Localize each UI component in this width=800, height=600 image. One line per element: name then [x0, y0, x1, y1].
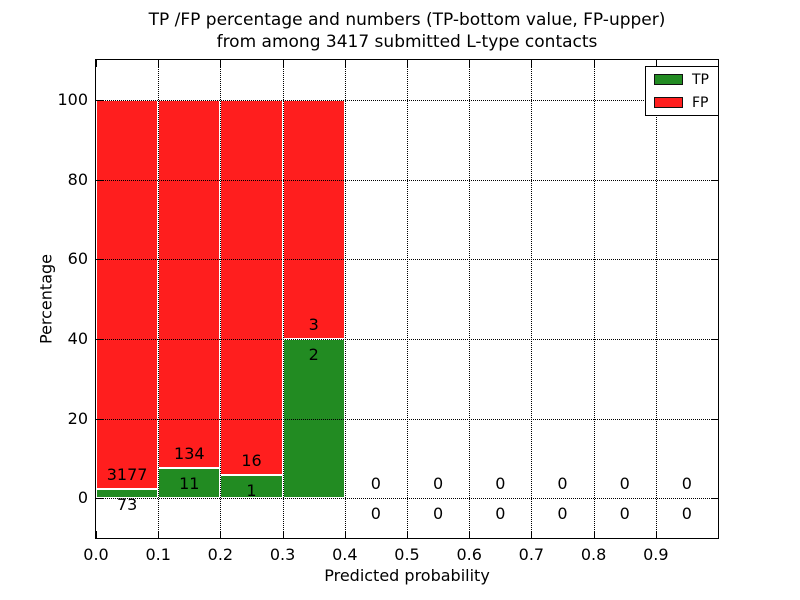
x-tick-mark — [96, 60, 97, 67]
gridline-vertical — [531, 60, 533, 538]
bar-tp-segment — [158, 467, 221, 499]
y-tick-mark — [96, 498, 103, 500]
chart-title-line1: TP /FP percentage and numbers (TP-bottom… — [148, 10, 666, 30]
x-tick-mark — [655, 60, 657, 67]
annotation-tp-count: 0 — [557, 504, 568, 524]
gridline-vertical — [220, 60, 222, 538]
annotation-tp-count: 0 — [370, 504, 381, 524]
x-tick-mark — [344, 531, 346, 538]
x-tick-label: 0.1 — [145, 545, 171, 564]
y-tick-mark — [96, 259, 103, 261]
annotation-fp-count: 0 — [619, 474, 630, 494]
x-tick-label: 0.4 — [332, 545, 358, 564]
x-tick-label: 0.2 — [207, 545, 234, 564]
y-tick-mark — [711, 179, 718, 181]
annotation-fp-count: 16 — [241, 450, 262, 470]
x-tick-mark — [593, 531, 595, 538]
plot-area: 3177 73 134 11 16 1 3 2 0 0 0 0 0 0 0 0 0 0 0 0 — [96, 60, 718, 538]
legend-swatch-tp — [654, 74, 683, 85]
y-tick-mark — [711, 259, 718, 261]
y-tick-mark — [96, 338, 103, 340]
annotation-tp-count: 0 — [681, 504, 692, 524]
x-tick-mark — [469, 60, 471, 67]
annotation-fp-count: 0 — [557, 474, 568, 494]
bar-tp-segment — [96, 489, 159, 499]
bar-fp-segment — [282, 99, 345, 339]
bar-fp-segment — [96, 99, 159, 490]
x-tick-mark — [593, 60, 595, 67]
y-tick-mark — [711, 498, 718, 500]
x-tick-mark — [344, 60, 346, 67]
x-tick-mark — [220, 531, 222, 538]
x-tick-mark — [282, 531, 284, 538]
annotation-tp-count: 1 — [246, 480, 257, 500]
x-tick-mark — [469, 531, 471, 538]
x-tick-mark — [220, 60, 222, 67]
y-tick-label: 40 — [67, 328, 88, 348]
x-axis-label: Predicted probability — [324, 566, 490, 585]
gridline-vertical — [407, 60, 408, 538]
x-tick-mark — [531, 531, 533, 538]
annotation-fp-count: 3 — [308, 314, 319, 334]
annotation-tp-count: 11 — [179, 473, 200, 493]
y-tick-mark — [711, 338, 718, 340]
annotation-fp-count: 0 — [370, 474, 381, 494]
gridline-vertical — [344, 60, 346, 538]
x-tick-label: 0.3 — [269, 545, 296, 564]
x-tick-label: 0.6 — [456, 545, 482, 564]
y-tick-mark — [96, 418, 103, 420]
annotation-fp-count: 0 — [681, 474, 692, 494]
legend: TP FP — [645, 66, 719, 116]
legend-swatch-fp — [654, 97, 683, 108]
gridline-vertical — [593, 60, 595, 538]
x-tick-label: 0.9 — [643, 545, 669, 564]
x-tick-label: 0.7 — [518, 545, 545, 564]
gridline-vertical — [469, 60, 471, 538]
y-tick-label: 20 — [67, 408, 88, 428]
annotation-fp-count: 134 — [174, 443, 205, 463]
annotation-fp-count: 0 — [433, 474, 444, 494]
x-tick-mark — [655, 531, 657, 538]
gridline-vertical — [282, 60, 284, 538]
chart-title: TP /FP percentage and numbers (TP-bottom… — [96, 9, 718, 53]
x-tick-mark — [407, 531, 408, 538]
annotation-tp-count: 2 — [308, 344, 319, 364]
annotation-fp-count: 0 — [495, 474, 506, 494]
annotation-fp-count: 3177 — [106, 465, 148, 485]
x-tick-label: 0.5 — [394, 545, 420, 564]
legend-entry-fp: FP — [646, 95, 718, 111]
y-tick-label: 100 — [57, 89, 88, 109]
x-tick-label: 0.8 — [580, 545, 607, 564]
annotation-tp-count: 0 — [495, 504, 506, 524]
annotation-tp-count: 0 — [619, 504, 630, 524]
x-tick-mark — [96, 531, 97, 538]
annotation-tp-count: 0 — [433, 504, 444, 524]
y-tick-mark — [96, 99, 103, 101]
bar-fp-segment — [158, 99, 221, 468]
y-tick-mark — [711, 418, 718, 420]
annotation-tp-count: 73 — [116, 495, 138, 515]
gridline-vertical — [655, 60, 657, 538]
legend-entry-tp: TP — [646, 72, 718, 88]
x-tick-mark — [282, 60, 284, 67]
y-tick-label: 0 — [77, 488, 88, 508]
x-tick-mark — [158, 60, 160, 67]
x-tick-mark — [407, 60, 408, 67]
y-tick-mark — [96, 179, 103, 181]
legend-label-fp: FP — [692, 94, 709, 111]
chart-title-line2: from among 3417 submitted L-type contact… — [216, 32, 598, 52]
x-tick-label: 0.0 — [83, 545, 109, 564]
x-tick-mark — [158, 531, 160, 538]
y-tick-label: 80 — [67, 169, 88, 189]
gridline-vertical — [158, 60, 160, 538]
x-tick-mark — [531, 60, 533, 67]
legend-label-tp: TP — [692, 71, 709, 88]
y-tick-label: 60 — [67, 249, 88, 269]
